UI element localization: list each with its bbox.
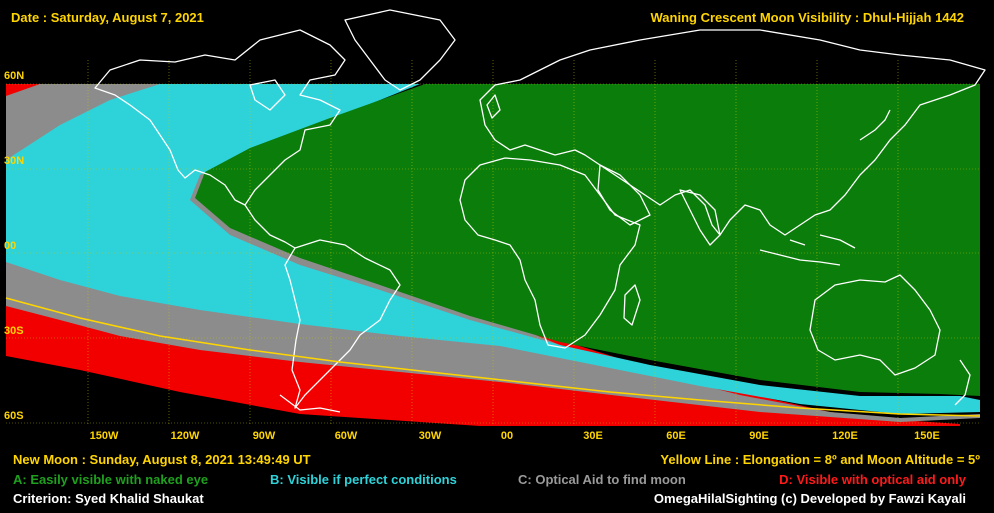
- yellow-line-info: Yellow Line : Elongation = 8º and Moon A…: [660, 452, 980, 467]
- lon-label-150w: 150W: [89, 430, 119, 442]
- lat-label-30n: 30N: [4, 155, 25, 167]
- lon-label-30w: 30W: [418, 430, 442, 442]
- lon-label-150e: 150E: [914, 430, 940, 442]
- lon-label-90w: 90W: [252, 430, 276, 442]
- visibility-zones: [6, 84, 980, 426]
- south-america-outline: [284, 239, 401, 409]
- zone-a-area: [195, 84, 980, 396]
- uk: [486, 94, 501, 119]
- antarctica-edge: [279, 394, 341, 413]
- lat-label-60s: 60S: [4, 410, 24, 422]
- greenland-outline: [344, 9, 456, 91]
- arabia: [597, 164, 651, 226]
- india: [679, 189, 721, 246]
- legend-a: A: Easily visible with naked eye: [13, 472, 209, 487]
- lon-label-30e: 30E: [583, 430, 603, 442]
- coastlines: [94, 9, 986, 413]
- zone-b-band: [6, 84, 980, 414]
- eurasia-outline: [479, 29, 986, 236]
- lon-label-120w: 120W: [170, 430, 200, 442]
- date-label: Date : Saturday, August 7, 2021: [11, 10, 204, 25]
- criterion-label: Criterion: Syed Khalid Shaukat: [13, 491, 204, 506]
- credit-label: OmegaHilalSighting (c) Developed by Fawz…: [653, 491, 966, 506]
- lon-label-90e: 90E: [749, 430, 769, 442]
- new-zealand: [954, 359, 971, 406]
- lat-label-30s: 30S: [4, 325, 24, 337]
- north-america-outline: [94, 29, 346, 206]
- indonesia: [759, 234, 856, 266]
- madagascar: [623, 284, 641, 326]
- japan: [859, 109, 891, 141]
- lon-label-60e: 60E: [666, 430, 686, 442]
- australia-outline: [809, 274, 941, 376]
- legend-d: D: Visible with optical aid only: [779, 472, 966, 487]
- yellow-elongation-line: [5, 297, 981, 417]
- central-america: [244, 204, 296, 249]
- africa-outline: [459, 157, 641, 349]
- legend-b: B: Visible if perfect conditions: [270, 472, 457, 487]
- legend-c: C: Optical Aid to find moon: [518, 472, 686, 487]
- map-title: Waning Crescent Moon Visibility : Dhul-H…: [650, 10, 965, 25]
- new-moon-info: New Moon : Sunday, August 8, 2021 13:49:…: [13, 452, 311, 467]
- lat-label-00: 00: [4, 240, 17, 252]
- lon-label-60w: 60W: [334, 430, 358, 442]
- hudson-bay: [249, 79, 286, 111]
- lon-label-120e: 120E: [832, 430, 858, 442]
- lon-label-00: 00: [500, 430, 514, 442]
- lat-label-60n: 60N: [4, 70, 25, 82]
